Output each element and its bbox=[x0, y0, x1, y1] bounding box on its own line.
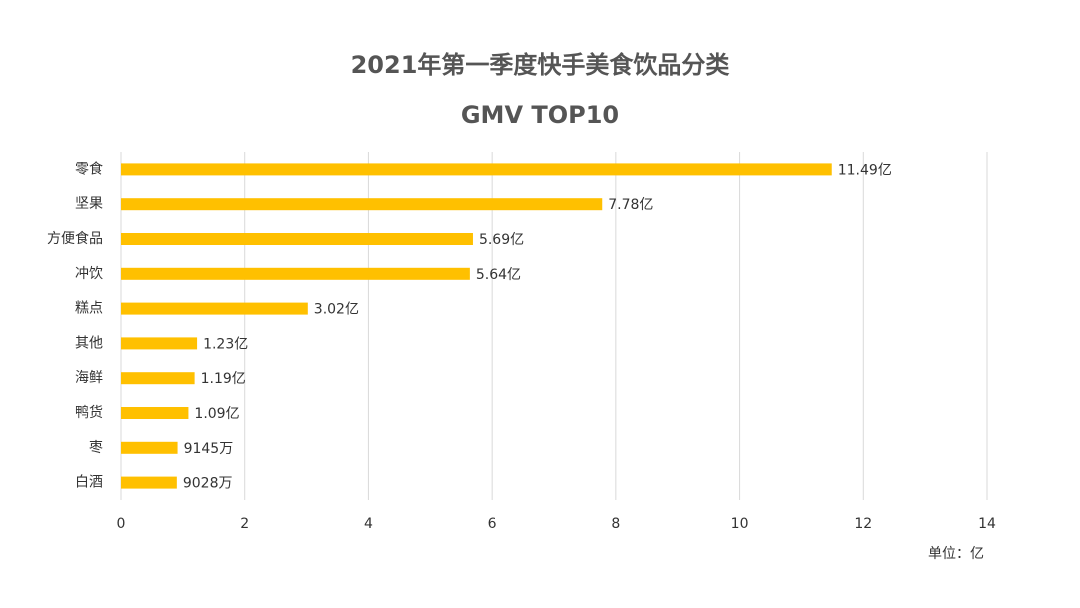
value-label: 1.23亿 bbox=[203, 336, 248, 352]
x-tick-label: 10 bbox=[731, 516, 749, 532]
y-tick-label: 冲饮 bbox=[75, 266, 103, 282]
y-tick-label: 零食 bbox=[75, 160, 103, 177]
y-tick-label: 枣 bbox=[89, 440, 103, 456]
bar bbox=[121, 441, 178, 454]
value-label: 1.19亿 bbox=[201, 371, 246, 387]
value-label: 7.78亿 bbox=[608, 197, 653, 213]
x-tick-label: 2 bbox=[240, 516, 249, 532]
x-tick-label: 6 bbox=[488, 516, 497, 532]
value-label: 9028万 bbox=[183, 476, 233, 492]
value-label: 5.69亿 bbox=[479, 232, 524, 248]
value-label: 1.09亿 bbox=[194, 406, 239, 422]
value-label: 5.64亿 bbox=[476, 267, 521, 283]
bar bbox=[121, 476, 177, 489]
y-tick-label: 糕点 bbox=[75, 301, 103, 317]
x-tick-label: 0 bbox=[117, 516, 126, 532]
bar bbox=[121, 302, 308, 315]
x-tick-label: 14 bbox=[978, 516, 996, 532]
bar bbox=[121, 372, 195, 385]
bar bbox=[121, 198, 603, 211]
chart-title: 2021年第一季度快手美食饮品分类 bbox=[351, 51, 731, 79]
chart-subtitle: GMV TOP10 bbox=[461, 101, 619, 129]
bar bbox=[121, 267, 470, 280]
unit-note: 单位：亿 bbox=[928, 546, 984, 562]
y-tick-label: 海鲜 bbox=[75, 370, 103, 386]
value-label: 3.02亿 bbox=[314, 302, 359, 318]
bar bbox=[121, 233, 473, 245]
x-tick-label: 12 bbox=[854, 516, 872, 532]
bar bbox=[121, 163, 832, 176]
value-label: 9145万 bbox=[184, 441, 234, 457]
value-label: 11.49亿 bbox=[838, 162, 892, 178]
x-tick-label: 4 bbox=[364, 516, 373, 532]
bar bbox=[121, 407, 189, 419]
y-tick-label: 坚果 bbox=[75, 196, 103, 212]
y-tick-label: 鸭货 bbox=[75, 404, 103, 421]
y-tick-label: 白酒 bbox=[75, 475, 103, 491]
bar bbox=[121, 337, 198, 350]
y-tick-label: 方便食品 bbox=[47, 230, 103, 247]
y-tick-label: 其他 bbox=[75, 335, 103, 351]
x-tick-label: 8 bbox=[611, 516, 620, 532]
